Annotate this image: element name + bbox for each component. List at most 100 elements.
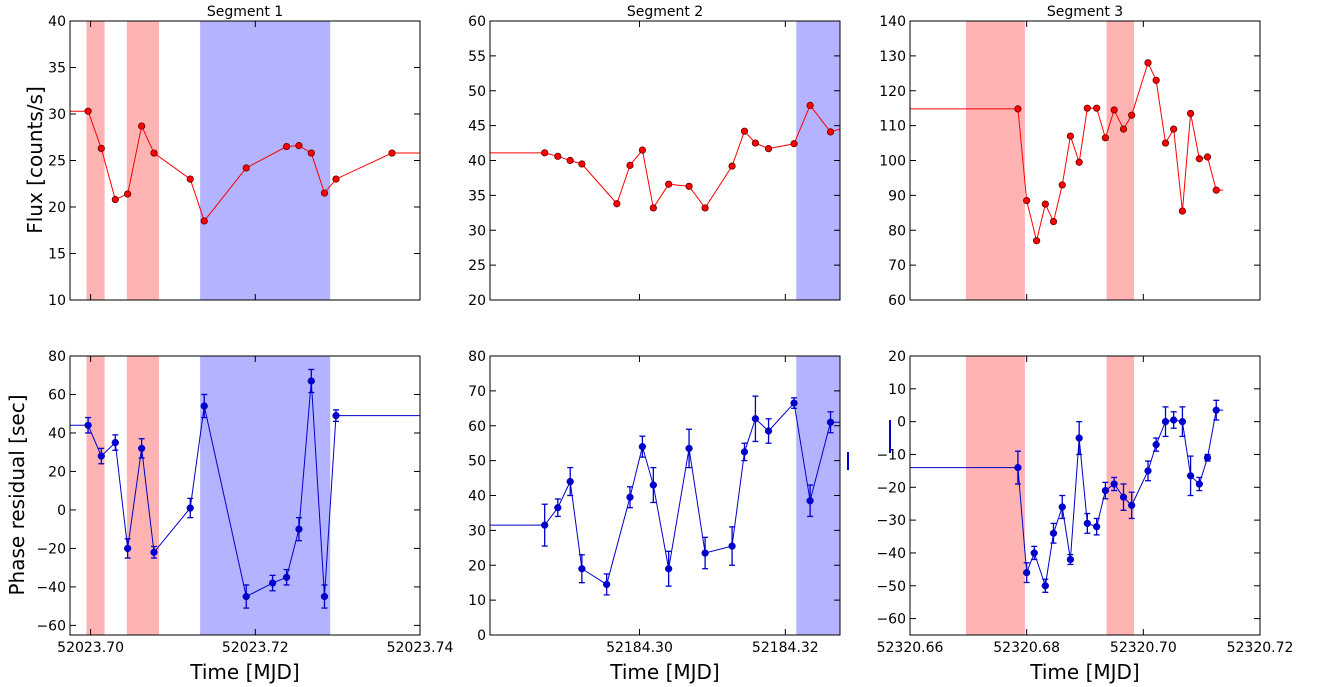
residual-point bbox=[150, 548, 158, 556]
red-interval-band bbox=[126, 356, 159, 635]
flux-series-line bbox=[910, 61, 1224, 241]
residual-point bbox=[1186, 472, 1195, 480]
flux-point bbox=[1212, 186, 1220, 194]
red-interval-band bbox=[126, 21, 159, 300]
flux-point bbox=[764, 145, 773, 153]
y-tick-label: 60 bbox=[468, 419, 486, 435]
flux-point bbox=[1101, 134, 1110, 142]
residual-point bbox=[1212, 406, 1220, 414]
x-tick-label: 52320.70 bbox=[1110, 640, 1177, 656]
panel-seg3-residual: −60 −50 −40 −30 −20 −10 0 10 20 52320.66 52320.68 5… bbox=[876, 349, 1293, 684]
residual-point bbox=[826, 418, 835, 426]
flux-point bbox=[1144, 59, 1152, 67]
axes-frame bbox=[489, 20, 841, 301]
red-interval-band bbox=[966, 21, 1025, 300]
x-axis-label: Time [MJD] bbox=[609, 660, 719, 684]
y-tick-label: 20 bbox=[468, 558, 486, 574]
residual-point bbox=[123, 544, 132, 553]
residual-point bbox=[111, 438, 119, 447]
residual-point bbox=[701, 549, 709, 557]
x-tick-label: 52023.72 bbox=[222, 640, 289, 656]
plot-area bbox=[490, 356, 840, 635]
x-axis-label: Time [MJD] bbox=[1029, 660, 1139, 684]
panel-seg2-residual: 0 10 20 30 40 50 60 70 80 52184.30 52184.32 Time [M… bbox=[468, 349, 841, 684]
y-tick-label: 40 bbox=[48, 14, 66, 30]
y-tick-label: −60 bbox=[876, 612, 906, 628]
residual-point bbox=[603, 580, 611, 589]
residual-point bbox=[751, 415, 760, 423]
residual-point bbox=[1144, 467, 1152, 475]
axes-frame bbox=[69, 355, 421, 636]
red-interval-band bbox=[1106, 21, 1134, 300]
residual-point bbox=[1101, 486, 1110, 495]
residual-point bbox=[806, 497, 814, 505]
residual-point bbox=[137, 444, 146, 453]
y-tick-label: 100 bbox=[879, 154, 906, 170]
flux-point bbox=[554, 152, 562, 160]
y-tick-label: 80 bbox=[48, 349, 66, 365]
plot-area bbox=[910, 356, 1224, 635]
flux-point bbox=[665, 180, 673, 188]
flux-point bbox=[578, 160, 586, 168]
plot-area bbox=[70, 356, 420, 635]
flux-series-line bbox=[490, 104, 840, 210]
residual-point bbox=[242, 592, 250, 601]
y-tick-label: 10 bbox=[468, 593, 486, 609]
plot-area bbox=[490, 21, 840, 300]
y-tick-label: 20 bbox=[48, 200, 66, 216]
residual-point bbox=[1023, 568, 1031, 577]
y-tick-label: −10 bbox=[876, 447, 906, 463]
panel-seg3-flux: 60 70 80 90 100 110 120 130 140 Segment 3 bbox=[879, 4, 1261, 309]
y-tick-label: 90 bbox=[888, 188, 906, 204]
y-tick-label: 30 bbox=[468, 523, 486, 539]
y-tick-label: 40 bbox=[468, 489, 486, 505]
y-tick-label: −40 bbox=[876, 546, 906, 562]
axes-frame bbox=[489, 355, 841, 636]
x-tick-label: 52320.68 bbox=[993, 640, 1060, 656]
y-tick-label: 20 bbox=[468, 293, 486, 309]
flux-point bbox=[200, 217, 208, 225]
y-tick-label: 30 bbox=[468, 223, 486, 239]
y-tick-label: −60 bbox=[36, 618, 66, 634]
residual-point bbox=[1110, 480, 1118, 488]
y-tick-label: −50 bbox=[876, 579, 906, 595]
flux-point bbox=[1195, 155, 1203, 163]
flux-point bbox=[1014, 105, 1022, 113]
blue-interval-band bbox=[200, 21, 331, 300]
y-tick-label: 45 bbox=[468, 119, 486, 135]
flux-point bbox=[111, 195, 119, 204]
flux-point bbox=[1049, 217, 1058, 226]
flux-point bbox=[685, 182, 693, 190]
blue-interval-band bbox=[796, 21, 840, 300]
residual-point bbox=[97, 452, 105, 460]
residual-ylabel: Phase residual [sec] bbox=[5, 394, 29, 595]
flux-point bbox=[751, 139, 760, 147]
flux-point bbox=[1178, 207, 1187, 215]
red-interval-band bbox=[86, 356, 105, 635]
flux-point bbox=[295, 142, 303, 150]
residual-point bbox=[1119, 493, 1128, 501]
y-tick-label: 40 bbox=[48, 426, 66, 442]
residual-point bbox=[295, 525, 303, 533]
flux-point bbox=[1119, 125, 1128, 133]
flux-ylabel: Flux [counts/s] bbox=[23, 86, 47, 234]
flux-point bbox=[1041, 200, 1049, 208]
flux-point bbox=[1152, 76, 1160, 84]
residual-point bbox=[790, 399, 798, 407]
residual-point bbox=[685, 444, 693, 453]
flux-point bbox=[97, 144, 105, 153]
y-tick-label: 25 bbox=[468, 258, 486, 274]
y-tick-label: 60 bbox=[468, 14, 486, 30]
flux-point bbox=[1066, 132, 1075, 140]
residual-point bbox=[1066, 555, 1075, 564]
residual-point bbox=[1178, 417, 1187, 426]
x-tick-label: 52023.74 bbox=[387, 640, 454, 656]
y-tick-label: 70 bbox=[888, 258, 906, 274]
residual-point bbox=[1170, 416, 1178, 424]
residual-series-line bbox=[910, 409, 1224, 586]
y-tick-label: 0 bbox=[897, 415, 906, 431]
y-tick-label: 30 bbox=[48, 107, 66, 123]
flux-point bbox=[1023, 197, 1031, 205]
y-tick-label: 140 bbox=[879, 14, 906, 30]
